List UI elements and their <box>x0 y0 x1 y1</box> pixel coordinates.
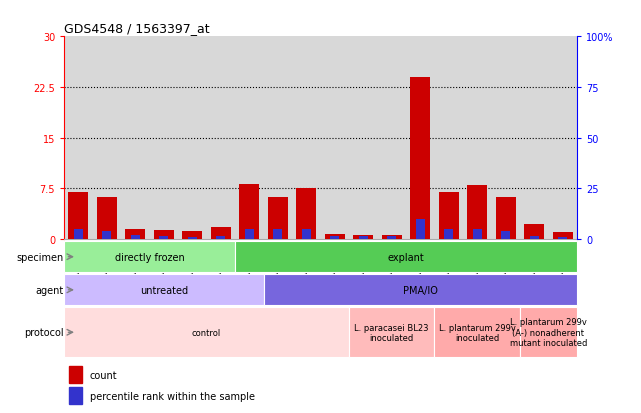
Bar <box>353 235 373 240</box>
Bar <box>211 228 231 240</box>
Bar <box>69 193 88 240</box>
Text: GDS4548 / 1563397_at: GDS4548 / 1563397_at <box>64 21 210 35</box>
Bar <box>296 189 316 240</box>
Bar <box>325 235 345 240</box>
Bar <box>349 37 378 240</box>
Bar <box>349 308 435 357</box>
Bar <box>549 37 577 240</box>
Bar <box>64 275 263 306</box>
Bar <box>64 242 235 273</box>
Text: count: count <box>90 370 117 380</box>
Bar <box>501 231 510 240</box>
Bar <box>64 308 349 357</box>
Bar <box>520 308 577 357</box>
Text: L. paracasei BL23
inoculated: L. paracasei BL23 inoculated <box>354 323 429 342</box>
Bar <box>182 231 203 240</box>
Bar <box>97 197 117 240</box>
Text: percentile rank within the sample: percentile rank within the sample <box>90 391 254 401</box>
Bar <box>320 37 349 240</box>
Text: specimen: specimen <box>17 252 64 262</box>
Bar <box>435 37 463 240</box>
Bar <box>235 37 263 240</box>
Bar <box>495 197 515 240</box>
Bar <box>378 37 406 240</box>
Bar <box>239 184 259 240</box>
Bar <box>263 275 577 306</box>
Text: protocol: protocol <box>24 328 64 337</box>
Text: PMA/IO: PMA/IO <box>403 285 438 295</box>
Bar <box>558 237 567 240</box>
Text: untreated: untreated <box>140 285 188 295</box>
Bar <box>524 224 544 240</box>
Text: control: control <box>192 328 221 337</box>
Bar <box>406 37 435 240</box>
Bar <box>263 37 292 240</box>
Bar <box>245 230 254 240</box>
Bar <box>69 387 82 404</box>
Bar <box>69 366 82 383</box>
Bar <box>387 237 396 240</box>
Bar <box>435 308 520 357</box>
Bar <box>160 237 169 240</box>
Bar <box>206 37 235 240</box>
Bar <box>492 37 520 240</box>
Bar <box>529 236 538 240</box>
Text: explant: explant <box>388 252 424 262</box>
Bar <box>359 237 368 240</box>
Text: L. plantarum 299v
inoculated: L. plantarum 299v inoculated <box>438 323 515 342</box>
Bar <box>553 233 572 240</box>
Bar <box>467 185 487 240</box>
Bar <box>216 237 225 240</box>
Bar <box>330 236 339 240</box>
Bar <box>92 37 121 240</box>
Bar <box>131 235 140 240</box>
Bar <box>154 230 174 240</box>
Bar <box>103 231 112 240</box>
Bar <box>273 230 282 240</box>
Text: directly frozen: directly frozen <box>115 252 185 262</box>
Bar <box>302 230 311 240</box>
Bar <box>382 235 402 240</box>
Bar <box>410 78 430 240</box>
Bar <box>121 37 149 240</box>
Text: L. plantarum 299v
(A-) nonadherent
mutant inoculated: L. plantarum 299v (A-) nonadherent mutan… <box>510 318 587 347</box>
Bar <box>178 37 206 240</box>
Bar <box>64 37 92 240</box>
Bar <box>188 237 197 240</box>
Bar <box>235 242 577 273</box>
Bar <box>444 230 453 240</box>
Bar <box>463 37 492 240</box>
Bar <box>268 197 288 240</box>
Bar <box>149 37 178 240</box>
Bar <box>472 230 481 240</box>
Text: agent: agent <box>36 285 64 295</box>
Bar <box>292 37 320 240</box>
Bar <box>520 37 549 240</box>
Bar <box>438 193 459 240</box>
Bar <box>126 230 146 240</box>
Bar <box>74 230 83 240</box>
Bar <box>416 219 425 240</box>
